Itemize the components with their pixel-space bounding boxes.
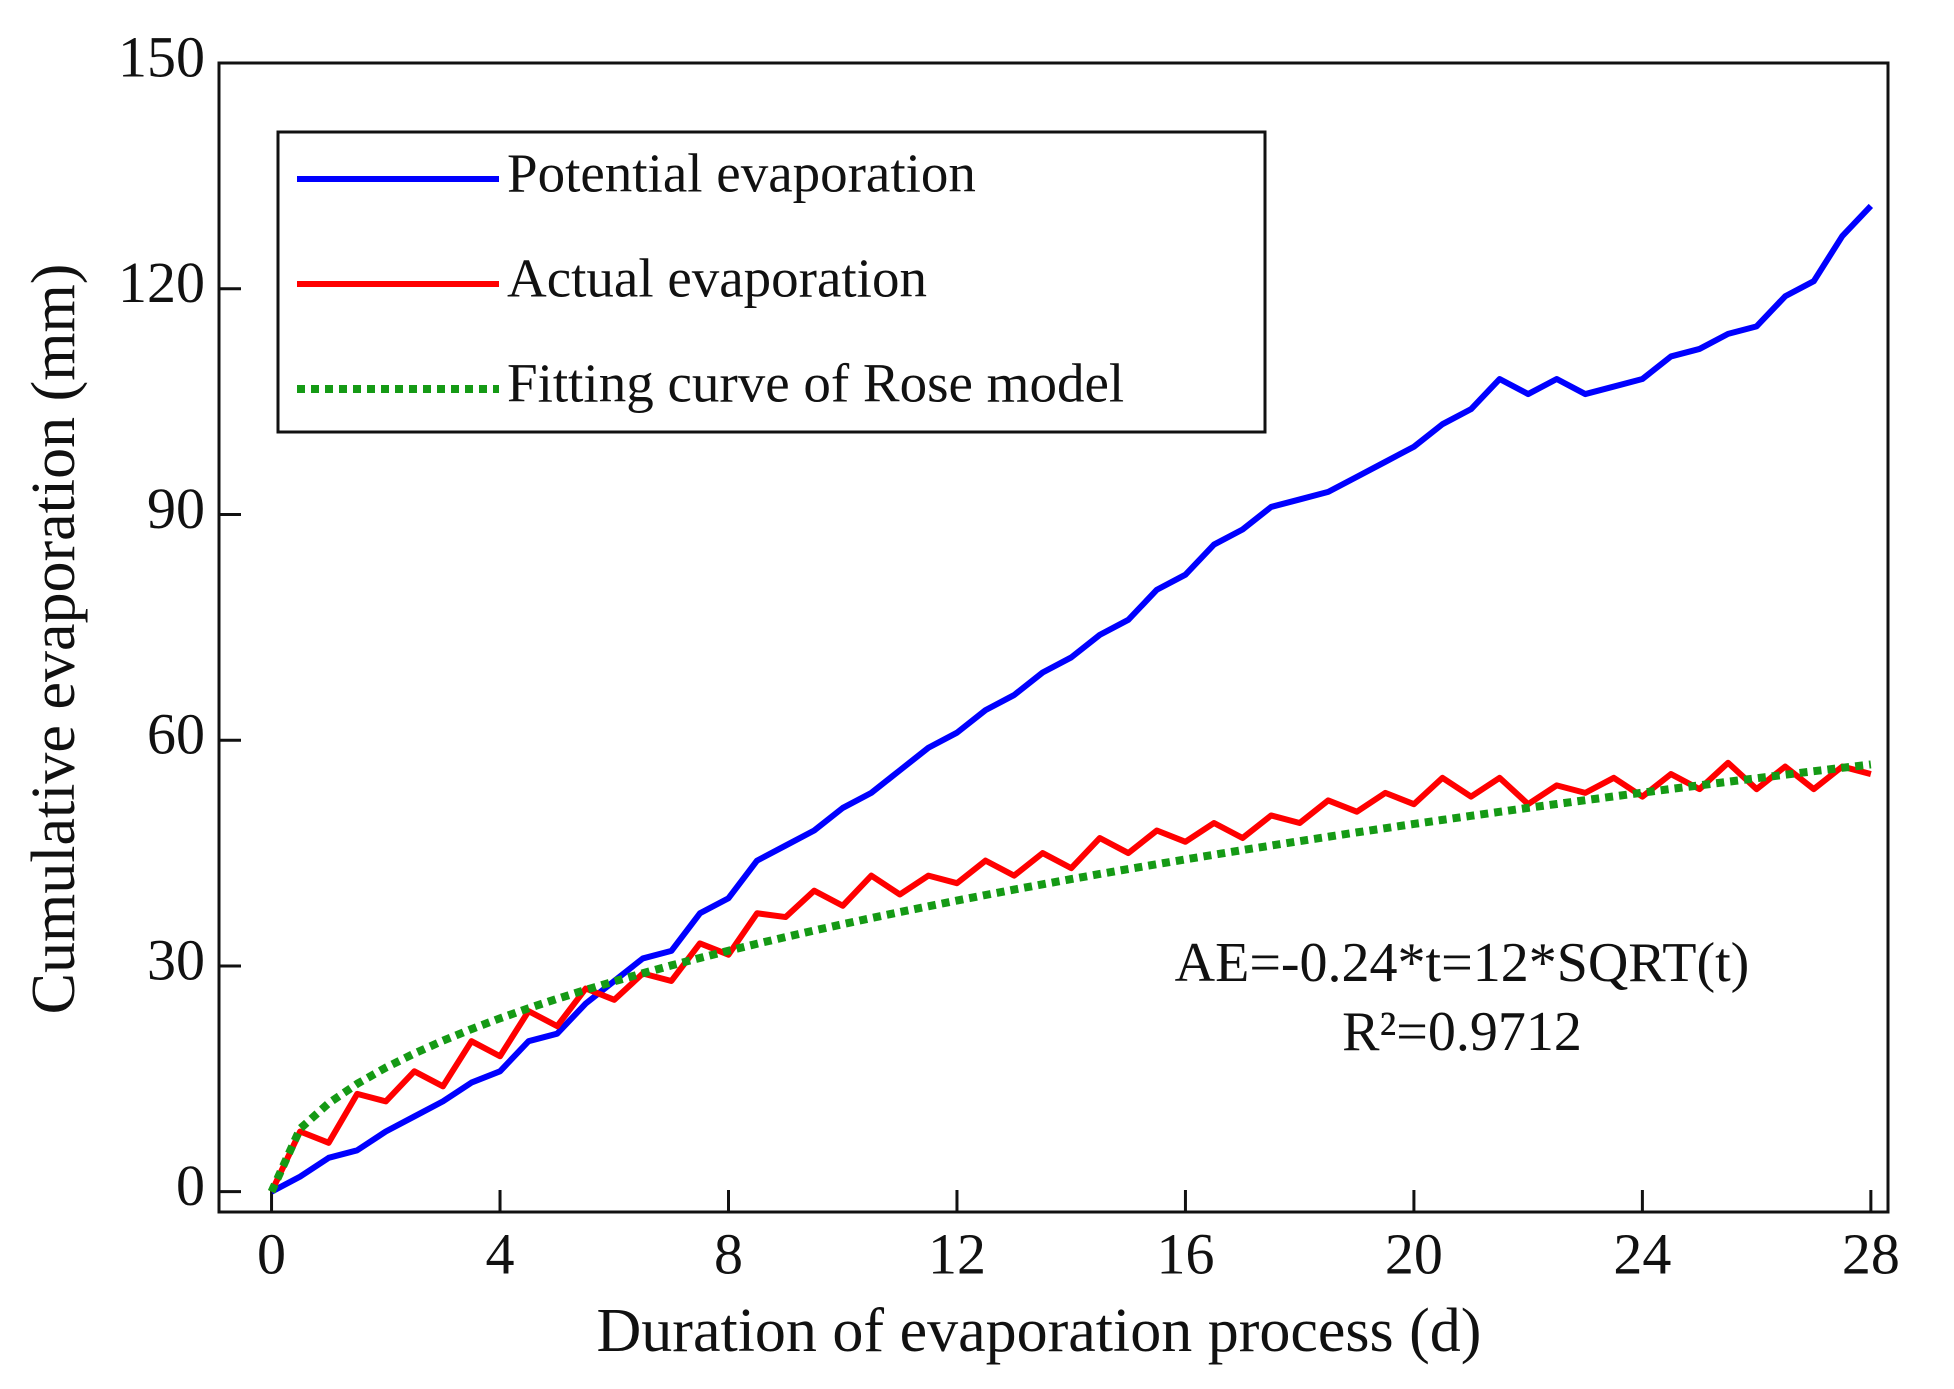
legend-label: Fitting curve of Rose model [507,353,1124,414]
annotation: R²=0.9712 [1342,1001,1582,1063]
y-axis-label: Cumulative evaporation (mm) [20,264,88,1015]
legend-label: Actual evaporation [507,248,927,309]
annotation: AE=-0.24*t=12*SQRT(t) [1175,932,1750,994]
y-tick-label: 90 [147,476,205,541]
x-tick-label: 12 [928,1221,986,1286]
x-tick-label: 20 [1385,1221,1443,1286]
series-line [270,203,1874,1195]
series-line [267,760,1872,1194]
x-tick-label: 4 [486,1221,515,1286]
plot-frame [217,61,1890,1214]
x-tick-label: 0 [257,1221,286,1286]
series-line [268,759,1872,1193]
y-tick-label: 30 [147,927,205,992]
x-tick-label: 24 [1613,1221,1671,1286]
legend-label: Potential evaporation [507,143,976,204]
x-tick-label: 28 [1842,1221,1900,1286]
x-tick-label: 16 [1156,1221,1214,1286]
y-tick-label: 150 [118,24,205,89]
x-axis-label: Duration of evaporation process (d) [597,1297,1482,1365]
y-tick-label: 120 [118,250,205,315]
x-tick-label: 8 [714,1221,743,1286]
y-tick-label: 0 [176,1153,205,1218]
y-tick-label: 60 [147,702,205,767]
